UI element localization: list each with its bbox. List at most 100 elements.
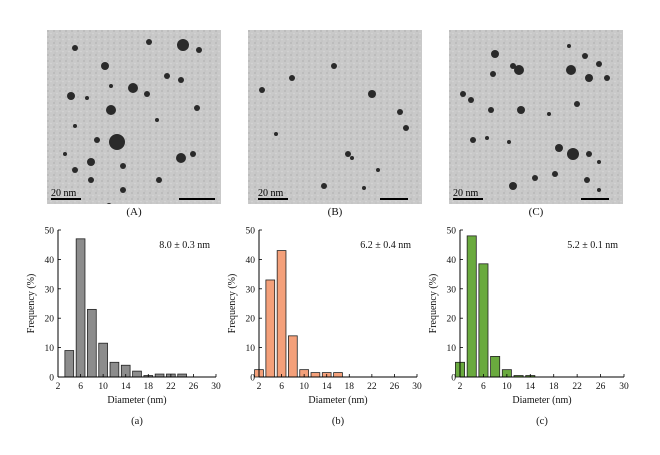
x-tick-label: 2 <box>458 382 463 392</box>
particle <box>259 87 265 93</box>
histogram-bar <box>490 356 501 378</box>
particle <box>582 53 588 59</box>
y-tick-label: 50 <box>246 227 256 237</box>
x-tick-label: 6 <box>78 382 83 392</box>
x-axis-label: Diameter (nm) <box>107 395 166 406</box>
x-tick-label: 10 <box>98 382 108 392</box>
x-tick-label: 26 <box>596 382 606 392</box>
y-tick-label: 0 <box>49 374 54 384</box>
micrograph-b: 20 nm <box>248 30 422 204</box>
chart-caption: (b) <box>332 416 345 427</box>
particle <box>155 118 159 122</box>
mean-diameter-annotation: 8.0 ± 0.3 nm <box>159 240 210 251</box>
particle <box>547 112 551 116</box>
chart-caption: (a) <box>131 416 143 427</box>
particle <box>552 171 558 177</box>
particle <box>470 137 476 143</box>
particle <box>490 71 496 77</box>
histogram-bar <box>288 335 298 378</box>
particle <box>468 97 474 103</box>
particle <box>597 160 601 164</box>
histogram-bar <box>478 263 489 378</box>
particle <box>144 91 150 97</box>
x-tick-label: 10 <box>502 382 512 392</box>
histogram-bar <box>310 372 321 378</box>
x-tick-label: 22 <box>572 382 582 392</box>
particle <box>368 90 376 98</box>
particle <box>584 177 590 183</box>
particles-c <box>460 44 610 192</box>
particle <box>485 136 489 140</box>
particle <box>88 177 94 183</box>
particle <box>555 144 563 152</box>
particle <box>507 140 511 144</box>
x-tick-label: 14 <box>121 382 131 392</box>
y-tick-label: 0 <box>451 374 456 384</box>
histogram-bar <box>265 279 276 378</box>
particle <box>532 175 538 181</box>
x-tick-label: 2 <box>56 382 61 392</box>
particle <box>488 107 494 113</box>
particle <box>128 83 138 93</box>
particle <box>87 158 95 166</box>
y-tick-label: 30 <box>246 285 256 295</box>
particle <box>362 186 366 190</box>
particle <box>403 125 409 131</box>
histogram-bar <box>333 372 343 378</box>
particle <box>177 39 189 51</box>
particle <box>350 156 354 160</box>
particle <box>567 148 579 160</box>
x-tick-label: 18 <box>144 382 154 392</box>
histogram-bar <box>87 308 97 378</box>
particle <box>196 47 202 53</box>
caption-A: (A) <box>126 206 142 218</box>
y-tick-label: 40 <box>45 256 55 266</box>
x-tick-label: 18 <box>345 382 355 392</box>
x-tick-label: 22 <box>166 382 176 392</box>
x-tick-label: 30 <box>412 382 422 392</box>
particles-a <box>63 39 202 204</box>
x-tick-label: 14 <box>526 382 536 392</box>
particle <box>72 45 78 51</box>
particle <box>289 75 295 81</box>
scale-label-c: 20 nm <box>453 188 479 199</box>
particle <box>597 188 601 192</box>
y-tick-label: 20 <box>447 315 457 325</box>
y-tick-label: 10 <box>447 344 457 354</box>
x-tick-label: 30 <box>211 382 221 392</box>
particle <box>194 105 200 111</box>
particle <box>106 105 116 115</box>
scale-label-b: 20 nm <box>258 188 284 199</box>
histogram-bar <box>75 238 86 378</box>
particle <box>63 152 67 156</box>
particle <box>72 167 78 173</box>
y-axis-label: Frequency (%) <box>26 274 37 334</box>
y-tick-label: 0 <box>250 374 255 384</box>
caption-B: (B) <box>327 206 343 218</box>
micrograph-a: 20 nm <box>47 30 221 204</box>
y-tick-label: 20 <box>45 315 55 325</box>
y-tick-label: 10 <box>246 344 256 354</box>
x-tick-label: 22 <box>367 382 377 392</box>
particle <box>101 62 109 70</box>
particle <box>156 177 162 183</box>
particle <box>321 183 327 189</box>
micrograph-a-image: 20 nm <box>47 30 221 204</box>
particle <box>85 96 89 100</box>
particle <box>491 50 499 58</box>
y-tick-label: 40 <box>447 256 457 266</box>
histogram-bar <box>64 350 75 378</box>
particle <box>146 39 152 45</box>
particle <box>120 187 126 193</box>
particle <box>397 109 403 115</box>
particle <box>517 106 525 114</box>
particle <box>331 63 337 69</box>
particle <box>586 151 592 157</box>
x-tick-label: 26 <box>189 382 199 392</box>
particle <box>178 77 184 83</box>
histogram-bar <box>466 235 477 378</box>
particle <box>376 168 380 172</box>
particle <box>94 137 100 143</box>
